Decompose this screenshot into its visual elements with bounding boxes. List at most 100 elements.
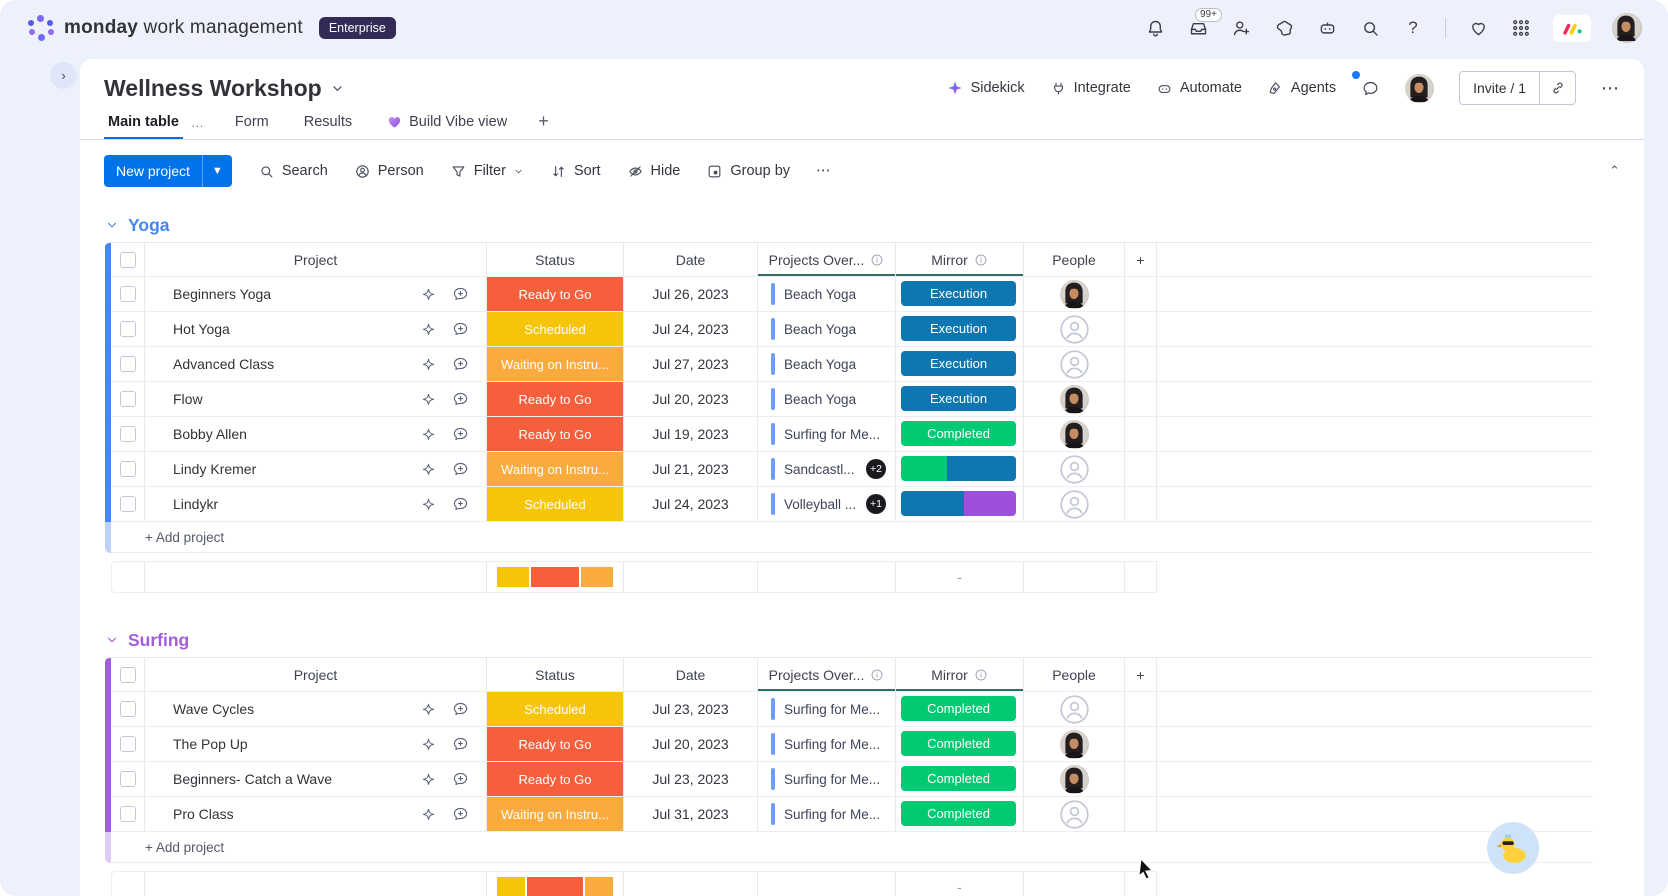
projects-over-cell[interactable]: Surfing for Me... (758, 762, 896, 797)
row-checkbox[interactable] (119, 771, 136, 787)
row-checkbox[interactable] (119, 286, 136, 302)
project-name-cell[interactable]: Pro Class (145, 797, 487, 832)
date-cell[interactable]: Jul 26, 2023 (624, 277, 758, 312)
date-cell[interactable]: Jul 23, 2023 (624, 692, 758, 727)
add-column-button[interactable]: + (1125, 242, 1157, 277)
project-name-cell[interactable]: Lindykr (145, 487, 487, 522)
ai-sparkle-icon[interactable] (419, 771, 438, 788)
add-update-icon[interactable] (451, 735, 470, 753)
inbox-icon[interactable]: 99+ (1187, 8, 1222, 39)
status-cell[interactable]: Ready to Go (487, 277, 624, 312)
tab-results[interactable]: Results (303, 114, 353, 130)
people-cell[interactable] (1024, 347, 1125, 382)
status-distribution-cell[interactable] (487, 561, 624, 593)
expand-sidebar-button[interactable]: › (50, 62, 77, 89)
add-column-button[interactable]: + (1125, 657, 1157, 692)
column-header-people[interactable]: People (1024, 657, 1125, 692)
projects-over-cell[interactable]: Beach Yoga (758, 277, 896, 312)
status-cell[interactable]: Ready to Go (487, 417, 624, 452)
add-update-icon[interactable] (451, 770, 470, 788)
mirror-cell[interactable]: Completed (896, 727, 1024, 762)
project-name-cell[interactable]: The Pop Up (145, 727, 487, 762)
group-by-button[interactable]: Group by (706, 163, 790, 180)
mirror-cell[interactable]: Completed (896, 797, 1024, 832)
add-update-icon[interactable] (451, 285, 470, 303)
tab-form[interactable]: Form (234, 114, 269, 130)
date-cell[interactable]: Jul 24, 2023 (624, 487, 758, 522)
assignee-placeholder[interactable] (1059, 489, 1089, 519)
people-cell[interactable] (1024, 277, 1125, 312)
assignee-placeholder[interactable] (1059, 799, 1089, 829)
mirror-cell[interactable]: Execution (896, 347, 1024, 382)
monday-mark-icon[interactable] (1553, 14, 1591, 42)
add-view-button[interactable]: + (538, 111, 549, 131)
column-header-people[interactable]: People (1024, 242, 1125, 277)
add-project-button[interactable]: + Add project (111, 522, 1593, 553)
hide-button[interactable]: Hide (627, 163, 680, 180)
row-checkbox[interactable] (119, 806, 136, 822)
filter-button[interactable]: Filter (450, 163, 524, 180)
add-project-button[interactable]: + Add project (111, 832, 1593, 863)
help-icon[interactable]: ? (1408, 18, 1418, 37)
vibe-heart-icon[interactable] (1467, 17, 1489, 39)
projects-over-cell[interactable]: Volleyball ... +1 (758, 487, 896, 522)
assignee-placeholder[interactable] (1059, 694, 1089, 724)
row-checkbox[interactable] (119, 391, 136, 407)
board-owner-avatar[interactable] (1405, 73, 1435, 103)
people-cell[interactable] (1024, 452, 1125, 487)
people-cell[interactable] (1024, 487, 1125, 522)
new-project-button[interactable]: New project ▼ (104, 155, 232, 187)
mirror-cell[interactable] (896, 487, 1024, 522)
add-update-icon[interactable] (451, 460, 470, 478)
project-name-cell[interactable]: Flow (145, 382, 487, 417)
collapse-header-button[interactable]: ⌃ (1609, 163, 1620, 178)
notifications-bell-icon[interactable] (1144, 17, 1166, 39)
monday-logo-icon[interactable] (28, 15, 54, 41)
date-cell[interactable]: Jul 23, 2023 (624, 762, 758, 797)
linked-items-count-badge[interactable]: +1 (866, 494, 886, 514)
search-button[interactable]: Search (258, 163, 328, 180)
integrate-button[interactable]: Integrate (1050, 80, 1131, 97)
status-cell[interactable]: Ready to Go (487, 727, 624, 762)
ai-sparkle-icon[interactable] (419, 806, 438, 823)
assignee-avatar[interactable] (1059, 419, 1089, 449)
column-header-mirror[interactable]: Mirror (896, 657, 1024, 692)
project-name-cell[interactable]: Wave Cycles (145, 692, 487, 727)
row-checkbox[interactable] (119, 461, 136, 477)
tab-main-table[interactable]: Main table (104, 108, 183, 139)
project-name-cell[interactable]: Advanced Class (145, 347, 487, 382)
projects-over-cell[interactable]: Surfing for Me... (758, 692, 896, 727)
projects-over-cell[interactable]: Beach Yoga (758, 347, 896, 382)
assignee-placeholder[interactable] (1059, 454, 1089, 484)
sort-button[interactable]: Sort (550, 163, 601, 180)
new-project-dropdown[interactable]: ▼ (201, 155, 232, 187)
mirror-cell[interactable]: Execution (896, 312, 1024, 347)
project-name-cell[interactable]: Lindy Kremer (145, 452, 487, 487)
people-cell[interactable] (1024, 762, 1125, 797)
info-icon[interactable] (870, 253, 884, 267)
mirror-cell[interactable]: Completed (896, 417, 1024, 452)
ai-sparkle-icon[interactable] (419, 356, 438, 373)
projects-over-cell[interactable]: Beach Yoga (758, 312, 896, 347)
date-cell[interactable]: Jul 24, 2023 (624, 312, 758, 347)
project-name-cell[interactable]: Beginners- Catch a Wave (145, 762, 487, 797)
column-header-date[interactable]: Date (624, 242, 758, 277)
people-cell[interactable] (1024, 417, 1125, 452)
select-all-checkbox[interactable] (119, 666, 136, 683)
person-filter-button[interactable]: Person (354, 163, 424, 180)
search-icon[interactable] (1359, 17, 1381, 39)
invite-members-icon[interactable] (1230, 17, 1252, 39)
people-cell[interactable] (1024, 797, 1125, 832)
project-name-cell[interactable]: Beginners Yoga (145, 277, 487, 312)
assignee-avatar[interactable] (1059, 384, 1089, 414)
status-distribution-cell[interactable] (487, 871, 624, 896)
mirror-cell[interactable] (896, 452, 1024, 487)
info-icon[interactable] (870, 668, 884, 682)
people-cell[interactable] (1024, 312, 1125, 347)
ai-assistant-icon[interactable] (1316, 17, 1338, 39)
status-cell[interactable]: Waiting on Instru... (487, 452, 624, 487)
date-cell[interactable]: Jul 31, 2023 (624, 797, 758, 832)
apps-marketplace-icon[interactable] (1273, 17, 1295, 39)
ai-sparkle-icon[interactable] (419, 321, 438, 338)
date-cell[interactable]: Jul 27, 2023 (624, 347, 758, 382)
